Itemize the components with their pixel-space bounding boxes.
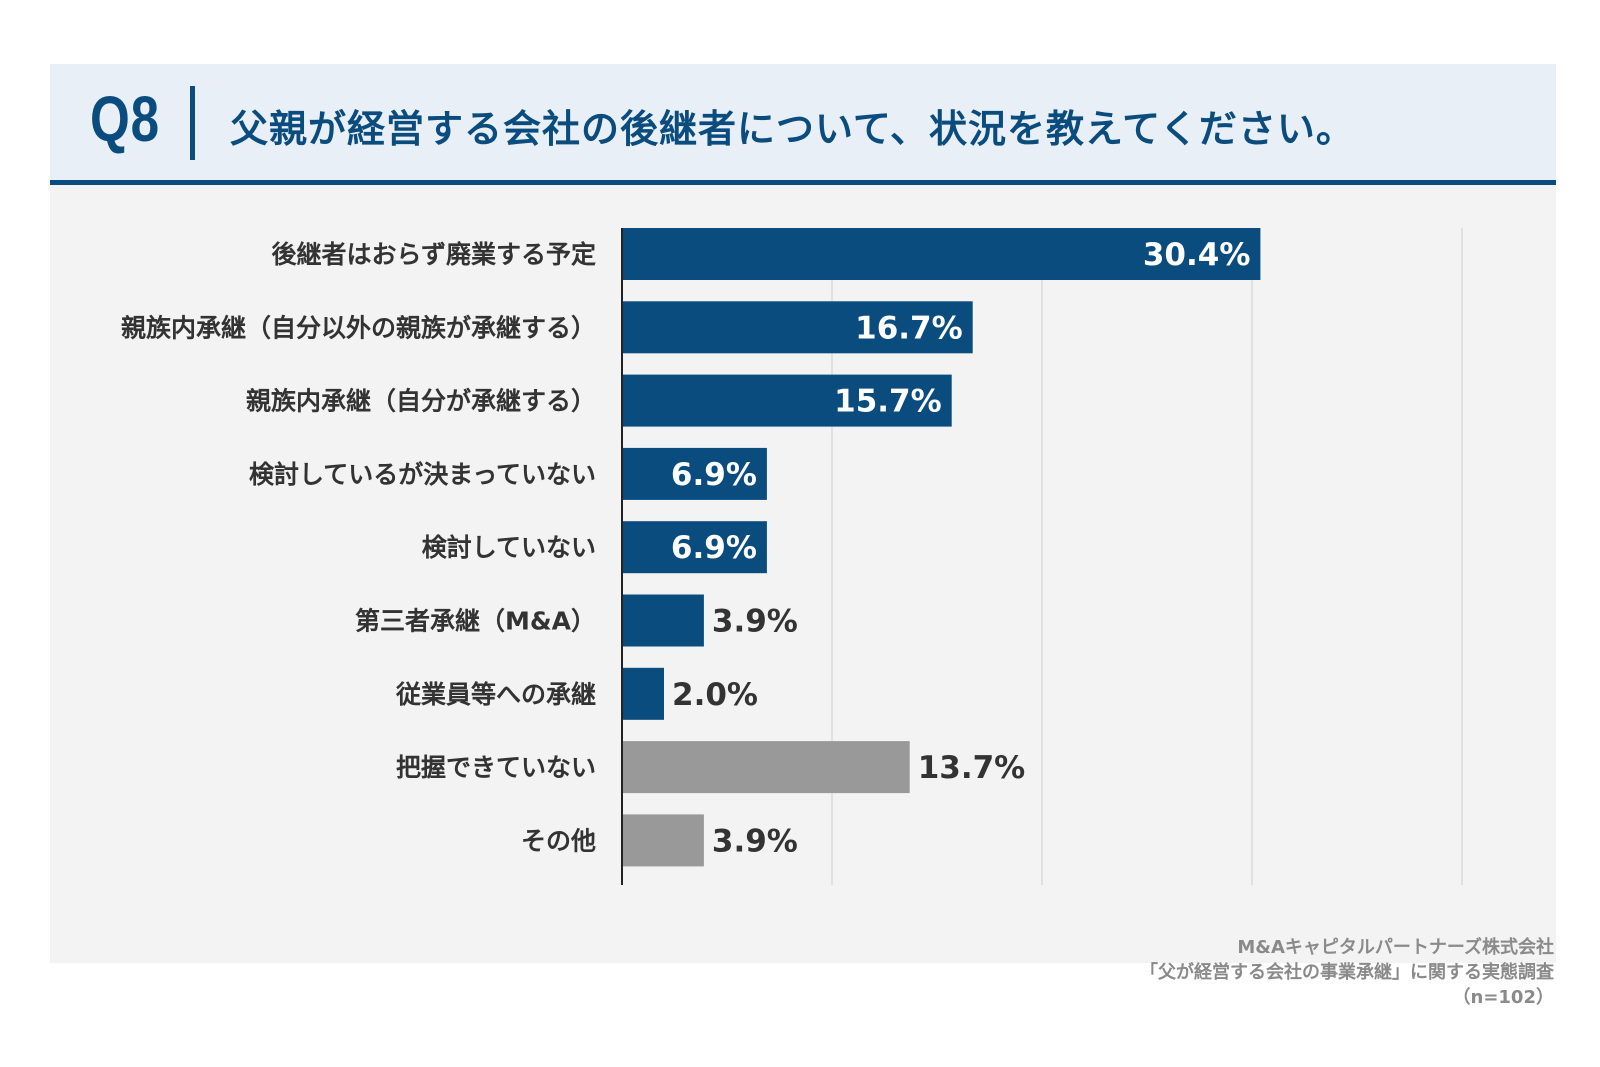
- source-company: M&Aキャピタルパートナーズ株式会社: [1237, 937, 1554, 958]
- bar-6: [622, 667, 664, 720]
- bar-4: [622, 521, 767, 574]
- category-label-4: 検討していない: [422, 533, 596, 562]
- bar-5: [622, 594, 704, 647]
- question-title: 父親が経営する会社の後継者について、状況を教えてください。: [230, 107, 1355, 151]
- bar-7: [622, 741, 910, 794]
- value-label-7: 13.7%: [918, 750, 1026, 786]
- source-survey: 「父が経営する会社の事業承継」に関する実態調査: [1140, 962, 1554, 983]
- category-label-5: 第三者承継（M&A）: [355, 607, 596, 636]
- bar-1: [622, 301, 973, 354]
- bar-0: [622, 228, 1261, 280]
- value-label-5: 3.9%: [712, 604, 798, 640]
- category-label-1: 親族内承継（自分以外の親族が承継する）: [121, 313, 596, 342]
- value-label-0: 30.4%: [1143, 237, 1251, 273]
- value-label-6: 2.0%: [672, 677, 758, 713]
- category-label-6: 従業員等への承継: [395, 680, 596, 709]
- question-number: Q8: [90, 83, 160, 155]
- category-label-2: 親族内承継（自分が承継する）: [246, 387, 596, 416]
- header-divider: [190, 86, 195, 160]
- value-label-8: 3.9%: [712, 823, 798, 859]
- category-label-0: 後継者はおらず廃業する予定: [271, 240, 596, 269]
- bar-8: [622, 814, 704, 867]
- source-sample: （n=102）: [1452, 987, 1554, 1008]
- bar-chart: 後継者はおらず廃業する予定 30.4% 親族内承継（自分以外の親族が承継する） 16.…: [121, 228, 1463, 885]
- value-label-3: 6.9%: [671, 457, 757, 493]
- source-note: M&Aキャピタルパートナーズ株式会社 「父が経営する会社の事業承継」に関する実態…: [1140, 935, 1554, 1010]
- value-label-4: 6.9%: [671, 530, 757, 566]
- bar-2: [622, 374, 952, 427]
- category-label-7: 把握できていない: [396, 753, 596, 782]
- question-header: Q8 父親が経営する会社の後継者について、状況を教えてください。: [50, 64, 1556, 185]
- bar-3: [622, 447, 767, 500]
- chart-area: 後継者はおらず廃業する予定 30.4% 親族内承継（自分以外の親族が承継する） 16.…: [50, 185, 1556, 963]
- value-label-1: 16.7%: [855, 310, 963, 346]
- value-label-2: 15.7%: [834, 384, 942, 420]
- category-label-8: その他: [521, 826, 596, 855]
- category-label-3: 検討しているが決まっていない: [249, 460, 596, 489]
